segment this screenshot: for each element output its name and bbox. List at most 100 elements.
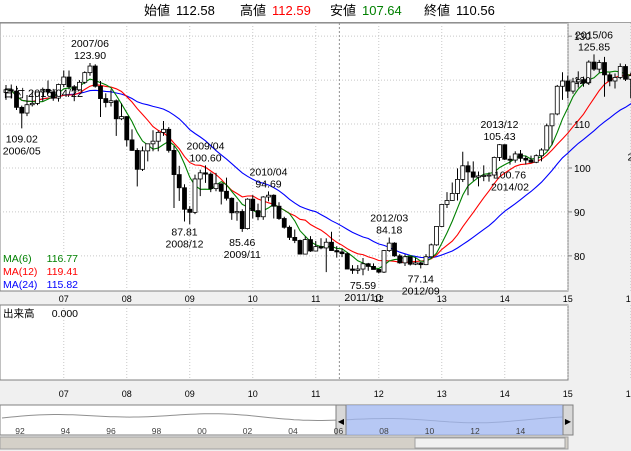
candle-body — [344, 253, 350, 270]
candle-body — [481, 175, 487, 177]
navigator-tick-label: 96 — [106, 426, 116, 436]
candle-body — [103, 98, 109, 103]
candle-body — [539, 149, 544, 157]
candle-body — [287, 226, 292, 238]
candle-body — [502, 144, 508, 160]
candle-body — [623, 66, 628, 80]
high-label: 高値 — [240, 3, 267, 18]
candle-body — [8, 89, 14, 92]
low-value: 107.64 — [362, 3, 402, 18]
scrollbar-thumb[interactable] — [414, 437, 566, 449]
x-tick-label: 11 — [311, 294, 320, 304]
candle-body — [192, 178, 198, 213]
volume-x-tick-label: 12 — [374, 389, 384, 399]
candle-body — [439, 204, 445, 227]
candle-body — [607, 74, 613, 82]
annotation-value: 85.46 — [229, 237, 255, 249]
candle-body — [250, 198, 256, 211]
candle-body — [203, 172, 208, 175]
annotation-value: 77.14 — [408, 273, 434, 285]
navigator-selection[interactable] — [345, 405, 563, 435]
candle-body — [271, 194, 277, 207]
candle-body — [549, 113, 555, 127]
y-tick-label: 80 — [574, 252, 586, 263]
candle-body — [596, 62, 602, 70]
candle-body — [323, 241, 329, 249]
annotation-date: 2007/06 — [71, 38, 109, 50]
candle-body — [171, 150, 177, 175]
navigator-left-arrow[interactable]: ◀ — [338, 417, 345, 426]
candle-body — [3, 89, 9, 93]
ma24-value: 115.82 — [47, 279, 78, 291]
low-label: 安値 — [330, 3, 357, 18]
annotation-date: 2014/02 — [491, 182, 529, 194]
candle-body — [87, 65, 93, 74]
candle-body — [434, 226, 439, 246]
candle-body — [486, 174, 492, 177]
candle-body — [565, 80, 571, 92]
ma24-line — [5, 89, 631, 259]
x-tick-label: 12 — [374, 294, 384, 304]
candle-body — [213, 183, 219, 190]
x-tick-label: 08 — [122, 294, 132, 304]
candle-body — [129, 139, 135, 151]
navigator-tick-label: 00 — [197, 426, 207, 436]
navigator-axis: 92 94 96 98 00 02 04 06 08 10 12 14 — [15, 426, 525, 436]
candle-body — [56, 84, 61, 99]
annotation-value: 100.76 — [494, 170, 526, 182]
grid — [0, 23, 631, 291]
x-tick-label: 16 — [626, 294, 631, 304]
candle-body — [45, 88, 51, 93]
annotation-date: 2008/12 — [166, 239, 204, 251]
x-tick-label: 10 — [248, 294, 258, 304]
navigator-right-arrow[interactable]: ▶ — [565, 417, 572, 426]
x-tick-label: 14 — [500, 294, 510, 304]
candle-body — [61, 76, 67, 85]
candle-body — [497, 144, 502, 158]
candle-body — [150, 140, 156, 145]
candle-body — [612, 77, 618, 82]
candle-body — [512, 153, 518, 161]
candle-body — [575, 79, 581, 83]
candle-body — [208, 173, 214, 190]
volume-x-tick-label: 14 — [500, 389, 510, 399]
y-tick-label: 120 — [574, 76, 591, 87]
navigator-tick-label: 94 — [61, 426, 71, 436]
y-axis: 80 90 100 110 120 130 — [568, 32, 591, 263]
annotation-date: 2011/10 — [344, 292, 381, 304]
candle-body — [402, 256, 408, 264]
price-panel — [0, 22, 569, 292]
x-tick-label: 15 — [563, 294, 573, 304]
candle-body — [339, 251, 345, 255]
annotation-date: 2006/05 — [3, 145, 41, 157]
candle-body — [14, 90, 19, 108]
annotation-date: 2015/06 — [575, 29, 613, 41]
candle-body — [444, 200, 450, 205]
candle-body — [40, 88, 46, 93]
navigator-tick-label: 98 — [152, 426, 162, 436]
volume-x-tick-label: 09 — [185, 389, 195, 399]
candle-body — [371, 265, 376, 270]
candle-body — [355, 268, 361, 271]
navigator-right-handle[interactable] — [562, 404, 574, 436]
candle-body — [302, 239, 308, 255]
candle-body — [470, 171, 476, 178]
navigator-tick-label: 04 — [288, 426, 298, 436]
candle-body — [476, 175, 481, 178]
annotation-date: 2010/04 — [250, 166, 288, 178]
candle-body — [266, 194, 271, 198]
candle-body — [297, 240, 303, 255]
candle-body — [239, 211, 245, 230]
navigator-left-handle[interactable] — [335, 404, 347, 436]
ma-legend-bg — [1, 252, 81, 290]
high-value: 112.59 — [272, 3, 311, 18]
candle-body — [386, 242, 392, 251]
volume-x-tick-label: 16 — [626, 389, 631, 399]
candle-body — [407, 256, 413, 265]
annotation-value: 75.59 — [350, 280, 376, 292]
candle-body — [187, 208, 193, 213]
candle-body — [581, 79, 586, 84]
candle-body — [50, 91, 56, 99]
